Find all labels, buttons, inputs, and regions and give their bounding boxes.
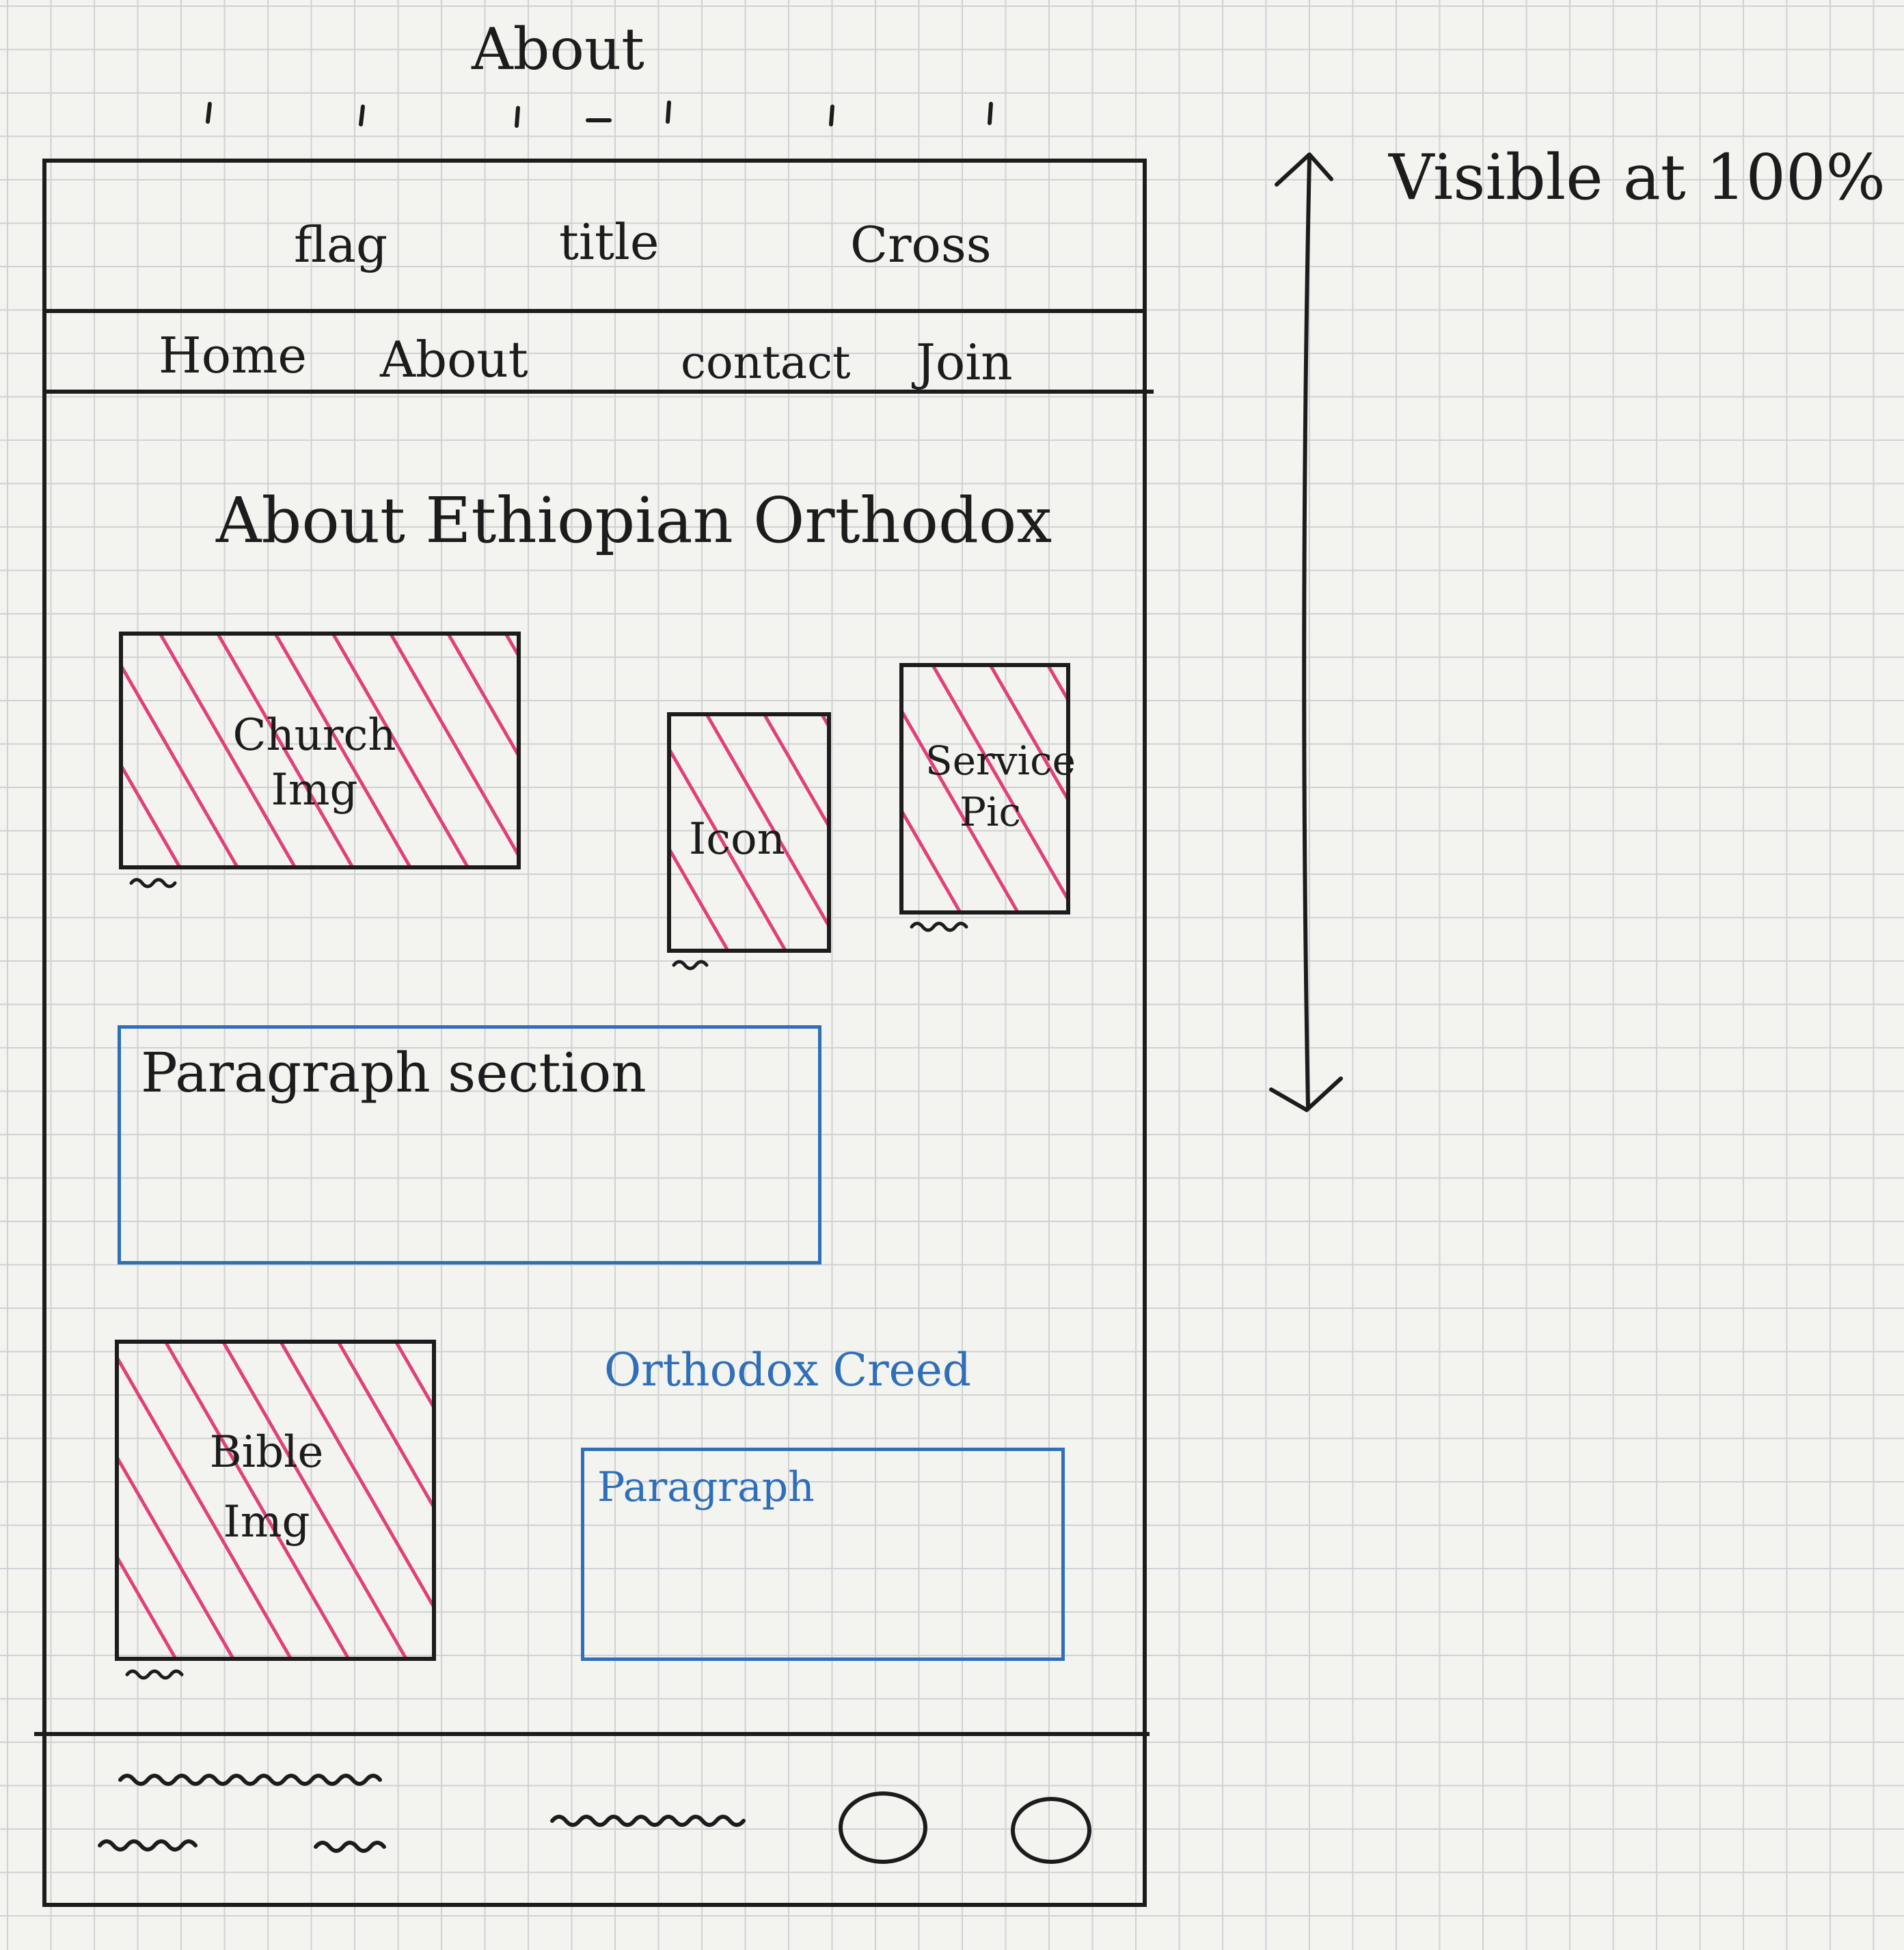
- paragraph-section: [118, 1025, 821, 1264]
- paragraph-section-label: Paragraph section: [141, 1041, 647, 1105]
- nav-divider: [42, 390, 1154, 394]
- cross-placeholder: Cross: [850, 216, 992, 273]
- main-heading: About Ethiopian Orthodox: [216, 484, 1052, 557]
- arrow-head-up: [1275, 152, 1333, 187]
- service-image-label: Service Pic: [925, 737, 1076, 836]
- church-image: [119, 632, 521, 869]
- bible-image: [115, 1340, 436, 1661]
- nav-about[interactable]: About: [380, 331, 528, 388]
- site-title: title: [559, 213, 659, 271]
- header-divider: [42, 309, 1147, 313]
- service-image: [899, 663, 1070, 915]
- nav-home[interactable]: Home: [159, 327, 308, 384]
- wireframe-frame: [42, 159, 1147, 1907]
- nav-contact[interactable]: contact: [681, 336, 851, 389]
- arrow-head-down: [1269, 1076, 1343, 1112]
- tick-mark: [829, 105, 834, 126]
- church-image-label: Church Img: [232, 710, 396, 815]
- arrow-shaft: [1302, 157, 1311, 1109]
- tick-mark: [515, 106, 520, 128]
- tick-mark: [359, 105, 365, 126]
- creed-paragraph-box: [581, 1448, 1065, 1661]
- icon-image: [667, 712, 831, 953]
- footer-divider: [34, 1732, 1150, 1736]
- tick-mark: [206, 102, 212, 124]
- flag-placeholder: flag: [294, 216, 388, 273]
- nav-join[interactable]: Join: [916, 334, 1013, 391]
- tick-mark: [988, 102, 993, 125]
- page-label: About: [472, 16, 644, 83]
- creed-heading: Orthodox Creed: [604, 1344, 972, 1396]
- icon-image-label: Icon: [689, 814, 785, 865]
- visibility-note: Visible at 100%: [1389, 141, 1886, 214]
- tick-mark: [666, 100, 671, 124]
- bible-image-label: Bible Img: [209, 1427, 324, 1548]
- creed-paragraph-label: Paragraph: [597, 1463, 815, 1511]
